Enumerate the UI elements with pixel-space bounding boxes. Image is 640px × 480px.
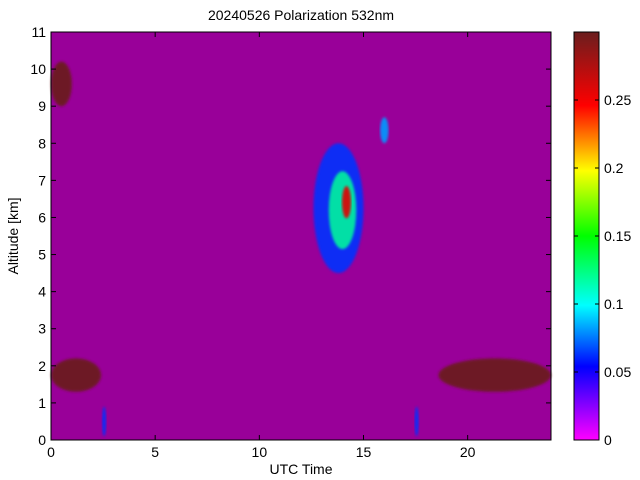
colorbar-tick-label: 0.25 xyxy=(604,92,631,108)
colorbar-tick-label: 0.05 xyxy=(604,364,631,380)
y-axis-ticks: 0 1 2 3 4 5 6 7 8 9 10 11 xyxy=(30,24,551,448)
feature-3-core xyxy=(328,171,357,250)
colorbar-tick-label: 0.2 xyxy=(604,160,624,176)
feature-2 xyxy=(51,61,72,107)
y-tick-label: 6 xyxy=(38,209,46,225)
y-tick-label: 3 xyxy=(38,321,46,337)
x-tick-label: 5 xyxy=(151,444,159,460)
y-tick-label: 0 xyxy=(38,432,46,448)
colorbar-ticks: 0 0.05 0.1 0.15 0.2 0.25 xyxy=(574,92,631,448)
feature-4 xyxy=(380,117,389,144)
y-axis-label: Altitude [km] xyxy=(5,197,21,274)
feature-3-peak xyxy=(342,185,351,219)
y-tick-label: 2 xyxy=(38,358,46,374)
colorbar-tick-label: 0.1 xyxy=(604,296,624,312)
y-tick-label: 1 xyxy=(38,395,46,411)
colorbar-tick-label: 0.15 xyxy=(604,228,631,244)
plot-area xyxy=(50,31,552,441)
y-tick-label: 9 xyxy=(38,98,46,114)
x-axis-ticks: 0 5 10 15 20 xyxy=(47,32,476,460)
data-features xyxy=(51,61,551,437)
x-tick-label: 0 xyxy=(47,444,55,460)
y-tick-label: 4 xyxy=(38,284,46,300)
chart-title: 20240526 Polarization 532nm xyxy=(208,7,394,23)
y-tick-label: 10 xyxy=(30,61,46,77)
x-tick-label: 10 xyxy=(252,444,268,460)
colorbar-tick-label: 0 xyxy=(604,432,612,448)
feature-1 xyxy=(438,358,551,392)
y-tick-label: 7 xyxy=(38,172,46,188)
colorbar: 0 0.05 0.1 0.15 0.2 0.25 xyxy=(573,31,631,448)
feature-5 xyxy=(102,406,107,437)
feature-0 xyxy=(51,358,101,392)
plot-frame xyxy=(50,31,552,441)
y-tick-label: 8 xyxy=(38,135,46,151)
y-tick-label: 5 xyxy=(38,247,46,263)
y-tick-label: 11 xyxy=(31,24,46,40)
feature-6 xyxy=(414,406,419,437)
x-tick-label: 20 xyxy=(460,444,476,460)
x-tick-label: 15 xyxy=(356,444,372,460)
x-axis-label: UTC Time xyxy=(270,461,333,477)
